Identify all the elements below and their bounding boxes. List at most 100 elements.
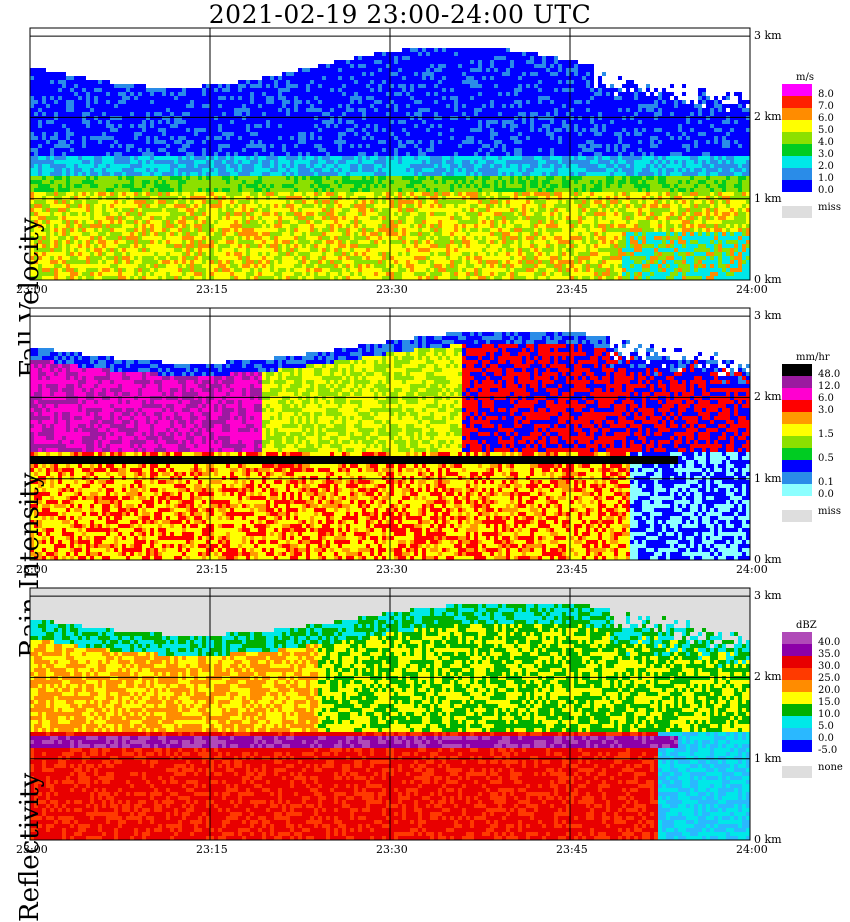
heatmap-cell [66,88,70,92]
heatmap-cell [146,192,150,196]
heatmap-cell [290,144,294,148]
heatmap-cell [366,264,370,268]
heatmap-cell [298,100,302,104]
heatmap-cell [318,260,322,264]
heatmap-cell [230,152,234,156]
heatmap-cell [102,276,106,280]
heatmap-cell [338,260,342,264]
heatmap-cell [254,272,258,276]
heatmap-cell [266,192,270,196]
heatmap-cell [346,272,350,276]
heatmap-cell [70,268,74,272]
heatmap-cell [206,200,210,204]
heatmap-cell [290,104,294,108]
heatmap-cell [46,140,50,144]
heatmap-cell [170,232,174,236]
heatmap-cell [150,204,154,208]
heatmap-cell [398,144,402,148]
heatmap-cell [106,100,110,104]
heatmap-cell [62,188,66,192]
heatmap-cell [62,160,66,164]
heatmap-cell [306,164,310,168]
heatmap-cell [234,148,238,152]
heatmap-cell [34,256,38,260]
heatmap-cell [330,140,334,144]
heatmap-cell [150,128,154,132]
heatmap-cell [62,128,66,132]
heatmap-cell [246,124,250,128]
heatmap-cell [410,48,414,52]
heatmap-cell [326,100,330,104]
heatmap-cell [330,212,334,216]
heatmap-cell [246,276,250,280]
heatmap-cell [34,276,38,280]
heatmap-cell [322,132,326,136]
heatmap-cell [342,196,346,200]
heatmap-cell [326,124,330,128]
heatmap-cell [382,112,386,116]
heatmap-cell [394,108,398,112]
heatmap-cell [358,92,362,96]
heatmap-cell [282,264,286,268]
heatmap-cell [158,228,162,232]
heatmap-cell [342,188,346,192]
heatmap-cell [82,84,86,88]
heatmap-cell [126,256,130,260]
heatmap-cell [118,116,122,120]
heatmap-cell [342,68,346,72]
heatmap-cell [402,48,406,52]
heatmap-cell [402,144,406,148]
heatmap-cell [370,104,374,108]
heatmap-cell [114,136,118,140]
heatmap-cell [162,136,166,140]
heatmap-cell [334,136,338,140]
heatmap-cell [370,140,374,144]
heatmap-cell [382,208,386,212]
heatmap-cell [270,136,274,140]
heatmap-cell [102,100,106,104]
heatmap-cell [374,224,378,228]
heatmap-cell [374,100,378,104]
heatmap-cell [194,132,198,136]
heatmap-cell [106,268,110,272]
heatmap-cell [318,232,322,236]
heatmap-cell [362,236,366,240]
heatmap-cell [366,124,370,128]
heatmap-cell [338,276,342,280]
heatmap-cell [342,244,346,248]
heatmap-cell [414,160,418,164]
heatmap-cell [322,204,326,208]
heatmap-cell [262,180,266,184]
heatmap-cell [290,204,294,208]
heatmap-cell [374,160,378,164]
heatmap-cell [274,164,278,168]
heatmap-cell [62,148,66,152]
heatmap-cell [378,216,382,220]
heatmap-cell [318,128,322,132]
heatmap-cell [414,188,418,192]
heatmap-cell [102,176,106,180]
heatmap-cell [126,208,130,212]
heatmap-cell [346,164,350,168]
heatmap-cell [54,124,58,128]
heatmap-cell [258,116,262,120]
heatmap-cell [310,208,314,212]
heatmap-cell [274,84,278,88]
heatmap-cell [386,100,390,104]
heatmap-cell [62,180,66,184]
heatmap-cell [282,132,286,136]
heatmap-cell [82,108,86,112]
heatmap-cell [54,192,58,196]
heatmap-cell [114,144,118,148]
heatmap-cell [414,64,418,68]
heatmap-cell [186,136,190,140]
heatmap-cell [98,164,102,168]
heatmap-cell [302,124,306,128]
heatmap-cell [106,148,110,152]
heatmap-cell [46,152,50,156]
heatmap-cell [394,100,398,104]
heatmap-cell [114,228,118,232]
heatmap-cell [282,208,286,212]
heatmap-cell [306,88,310,92]
heatmap-cell [258,136,262,140]
